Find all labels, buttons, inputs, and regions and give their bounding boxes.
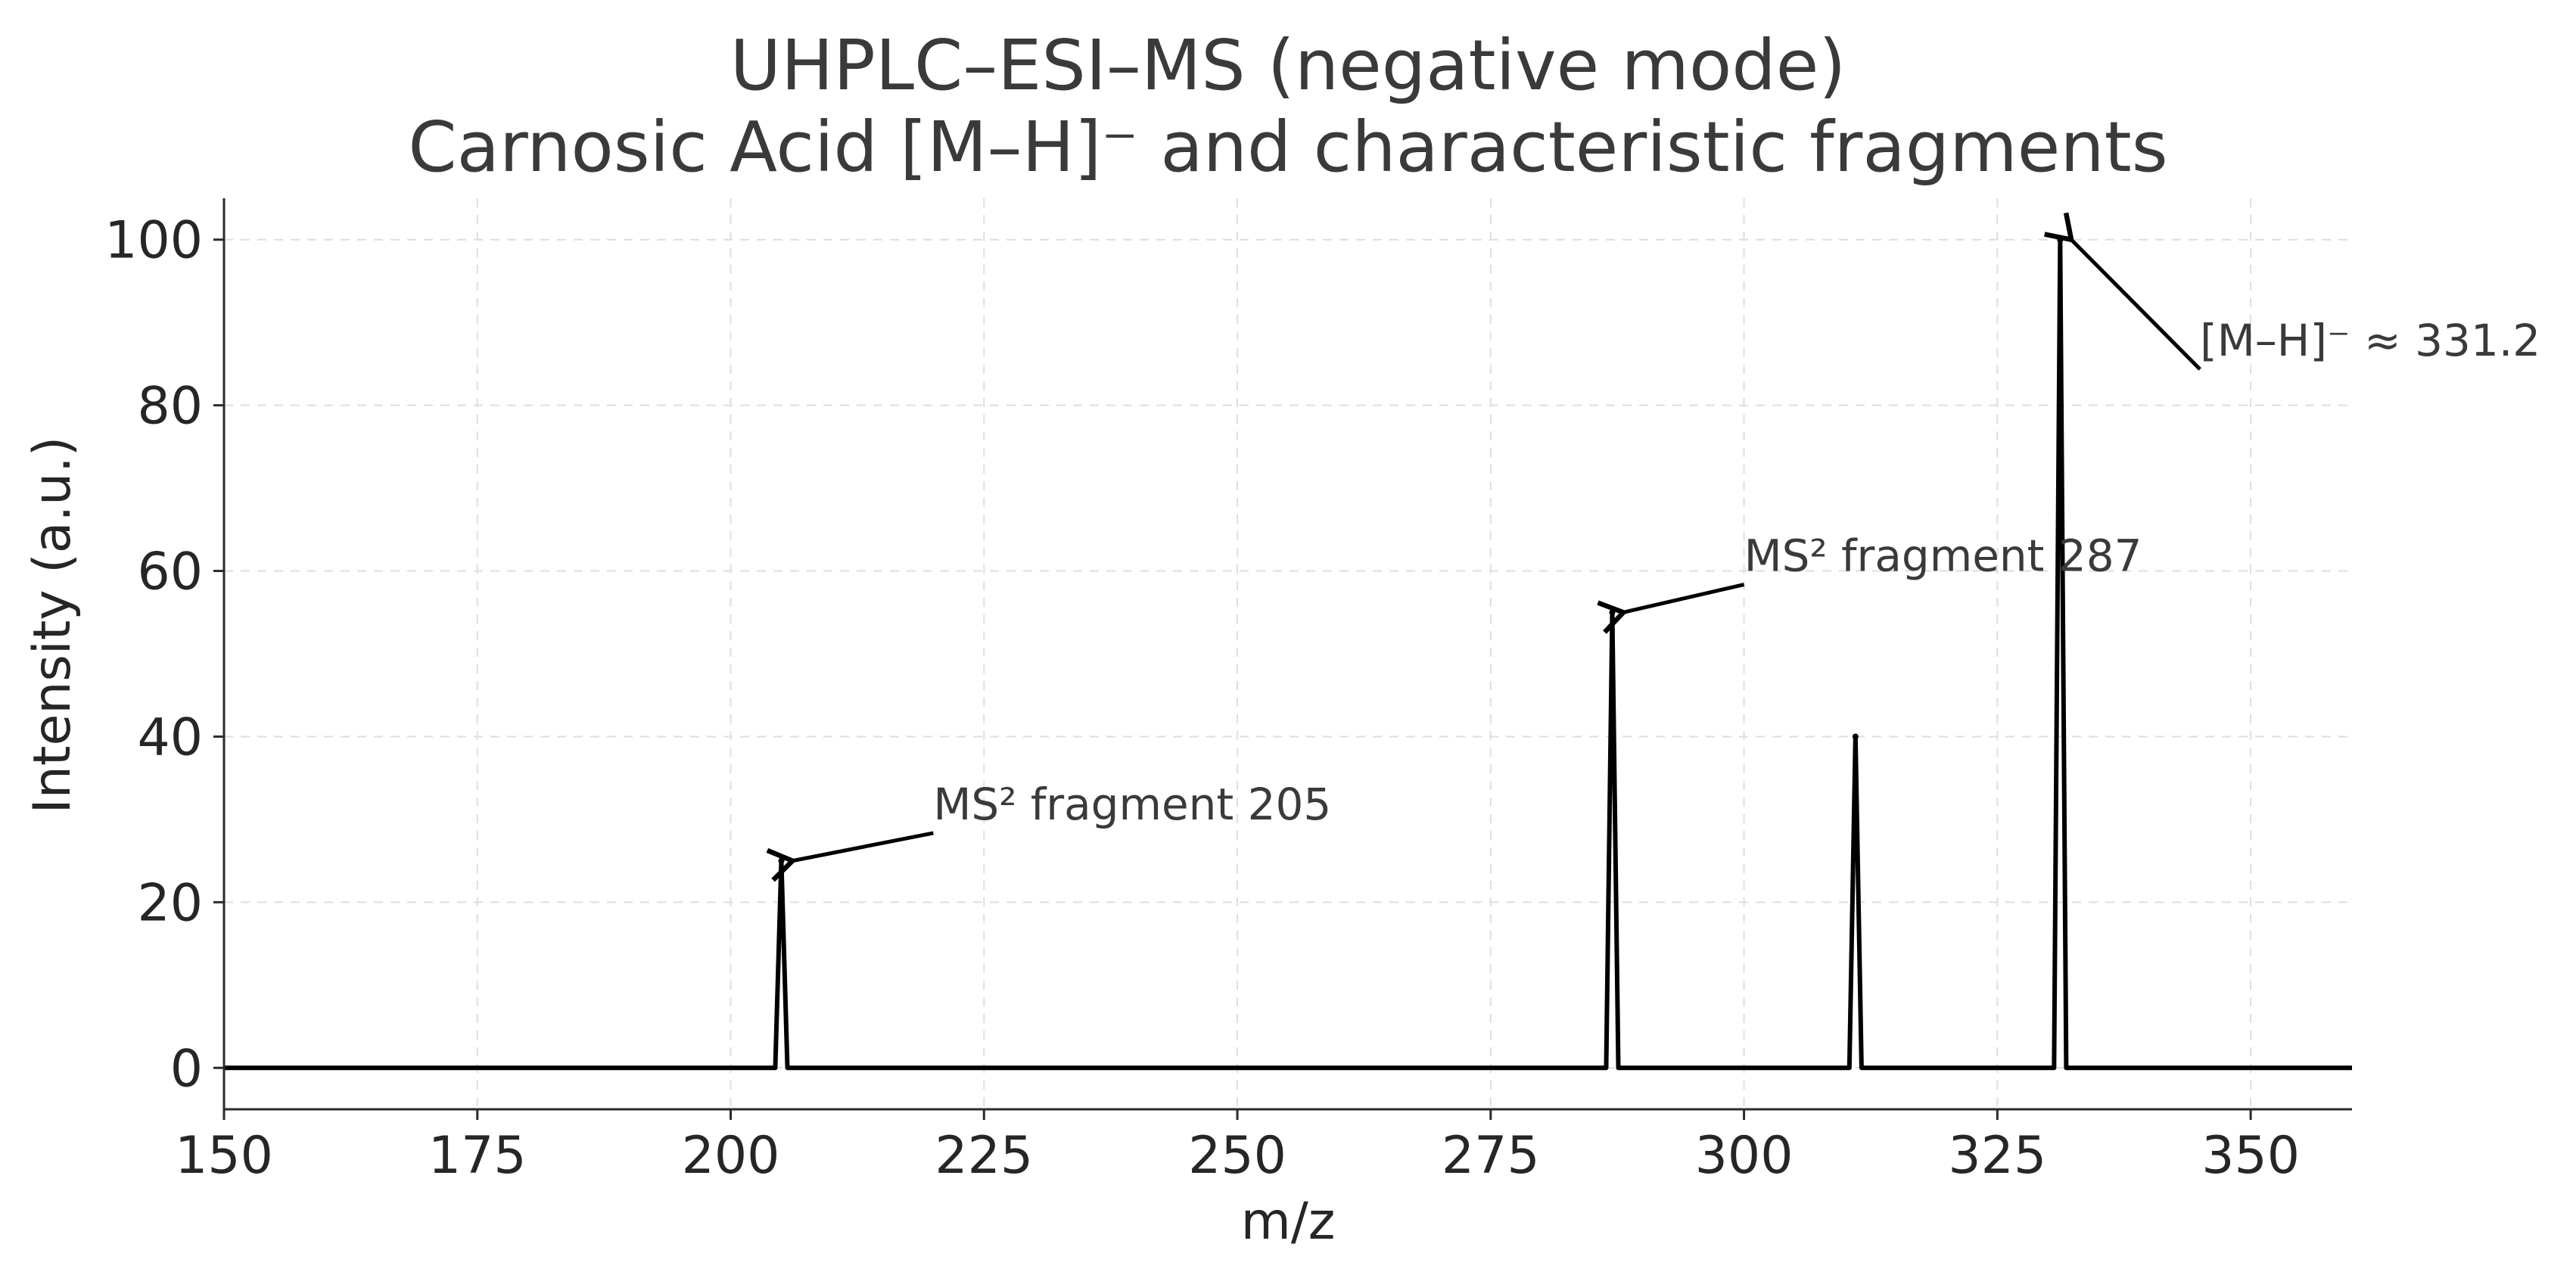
spectrum	[224, 236, 2352, 1071]
chart-title-line1: UHPLC–ESI–MS (negative mode)	[730, 25, 1846, 106]
x-tick-label: 350	[2201, 1126, 2300, 1186]
chart-title-line2: Carnosic Acid [M–H]⁻ and characteristic …	[408, 107, 2167, 188]
annotation-arrow	[2044, 212, 2201, 371]
y-tick-label: 80	[137, 377, 203, 437]
x-axis-label: m/z	[1241, 1192, 1336, 1252]
peak-311	[1852, 733, 1859, 740]
annotations: MS² fragment 205 MS² fragment 287 [M–H]⁻ ≈…	[766, 212, 2540, 882]
peak-205	[778, 857, 785, 864]
annotation-label: [M–H]⁻ ≈ 331.2	[2200, 315, 2540, 366]
peak-331-2	[2057, 236, 2064, 243]
x-tick-label: 225	[935, 1126, 1033, 1186]
grid	[223, 198, 2352, 1109]
peak-287	[1609, 609, 1616, 616]
x-tick-label: 175	[428, 1126, 527, 1186]
y-axis-label: Intensity (a.u.)	[23, 437, 82, 814]
spectrum-trace	[224, 237, 2352, 1071]
y-tick-label: 20	[137, 873, 203, 933]
x-tick-label: 200	[682, 1126, 780, 1186]
annotation-arrow	[1597, 583, 1745, 634]
x-tick-label: 250	[1188, 1126, 1286, 1186]
y-tick-label: 0	[170, 1039, 203, 1099]
x-tick-label: 150	[175, 1126, 273, 1186]
y-tick-label: 60	[137, 543, 203, 602]
annotation-label: MS² fragment 205	[933, 779, 1331, 830]
x-tick-label: 275	[1442, 1126, 1540, 1186]
annotation-label: MS² fragment 287	[1744, 530, 2142, 582]
x-tick-label: 300	[1695, 1126, 1794, 1186]
annotation-arrow	[766, 831, 934, 882]
y-tick-label: 40	[137, 707, 203, 767]
x-tick-label: 325	[1948, 1126, 2046, 1186]
y-tick-label: 100	[104, 211, 203, 271]
axes: 150 175 200 225 250 275 300 325 350 0 20 40 60 80 100	[104, 198, 2352, 1186]
